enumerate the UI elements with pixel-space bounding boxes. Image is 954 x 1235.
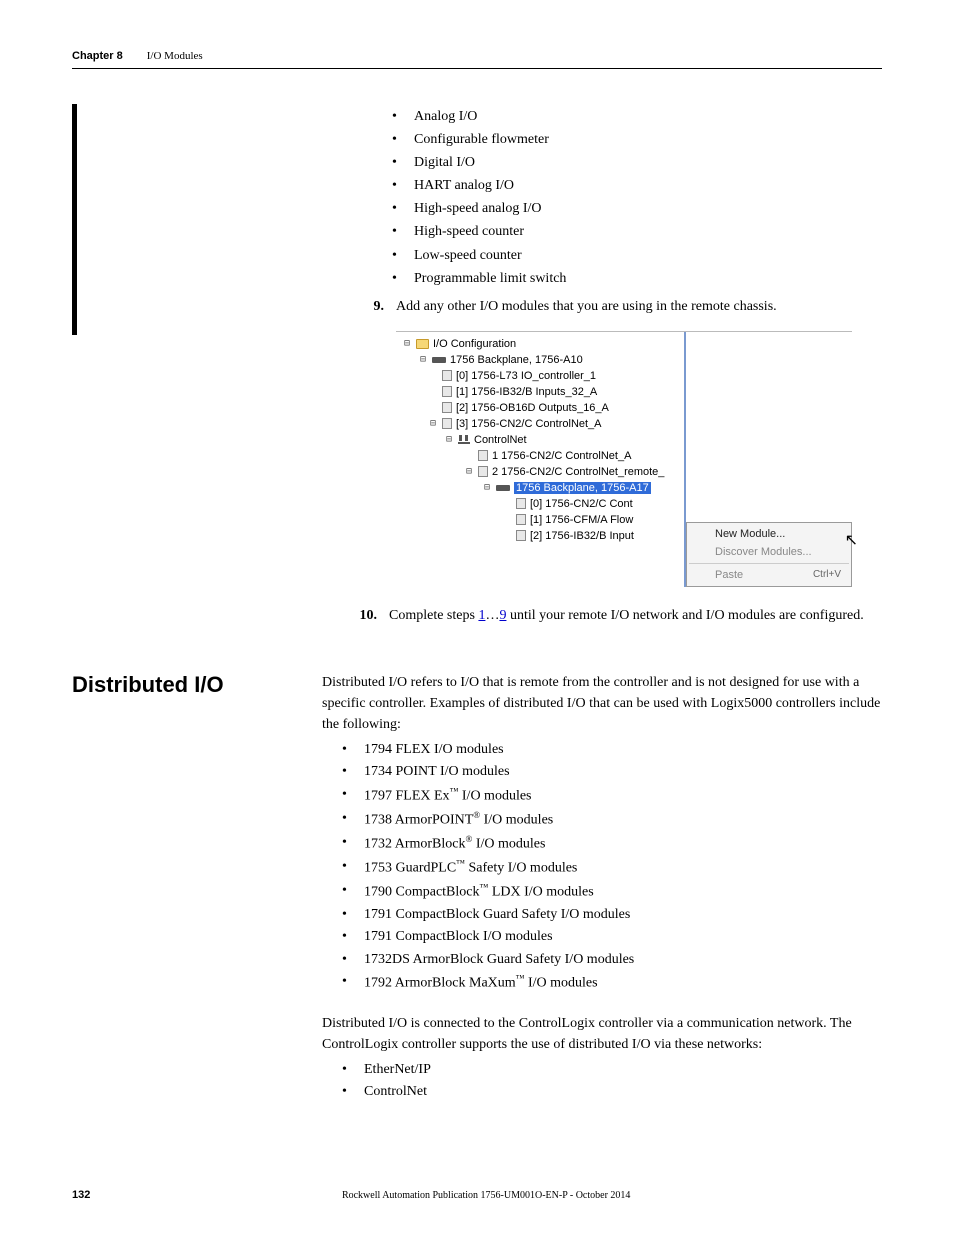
tree-item: [1] 1756-IB32/B Inputs_32_A [402, 384, 684, 400]
chapter-title: I/O Modules [147, 50, 203, 62]
tree-item: [0] 1756-L73 IO_controller_1 [402, 368, 684, 384]
list-item: High-speed counter [392, 220, 882, 243]
module-icon [478, 450, 488, 461]
list-item: 1738 ArmorPOINT® I/O modules [342, 808, 882, 832]
tree-item: 1 1756-CN2/C ControlNet_A [402, 448, 684, 464]
module-icon [442, 402, 452, 413]
backplane-icon [496, 485, 510, 491]
backplane-icon [432, 357, 446, 363]
tree-item: ⊟2 1756-CN2/C ControlNet_remote_ [402, 464, 684, 480]
list-item: ControlNet [342, 1081, 882, 1103]
step-9-text: Add any other I/O modules that you are u… [396, 296, 882, 317]
page-footer: 132 Rockwell Automation Publication 1756… [72, 1189, 882, 1201]
section-para2: Distributed I/O is connected to the Cont… [322, 1013, 882, 1055]
menu-new-module[interactable]: New Module... [687, 525, 851, 543]
module-icon [442, 386, 452, 397]
distributed-modules-list: 1794 FLEX I/O modules1734 POINT I/O modu… [342, 739, 882, 995]
cursor-icon: ↖ [845, 530, 858, 550]
screenshot: ⊟I/O Configuration ⊟1756 Backplane, 1756… [396, 331, 882, 587]
module-icon [478, 466, 488, 477]
list-item: EtherNet/IP [342, 1059, 882, 1081]
module-icon [442, 418, 452, 429]
list-item: 1791 CompactBlock Guard Safety I/O modul… [342, 904, 882, 926]
list-item: 1734 POINT I/O modules [342, 761, 882, 783]
network-icon [458, 435, 470, 445]
tree-root: I/O Configuration [433, 338, 516, 350]
networks-list: EtherNet/IPControlNet [342, 1059, 882, 1104]
list-item: Analog I/O [392, 105, 882, 128]
page-header: Chapter 8 I/O Modules [72, 50, 882, 62]
section-heading: Distributed I/O [72, 672, 298, 1104]
context-menu: New Module... Discover Modules... PasteC… [686, 522, 852, 587]
chapter-label: Chapter 8 [72, 50, 123, 62]
list-item: HART analog I/O [392, 174, 882, 197]
step-10-number: 10. [357, 605, 377, 626]
io-config-tree[interactable]: ⊟I/O Configuration ⊟1756 Backplane, 1756… [396, 332, 686, 587]
io-types-list: Analog I/OConfigurable flowmeterDigital … [392, 105, 882, 290]
tree-item-selected: ⊟1756 Backplane, 1756-A17 [402, 480, 684, 496]
top-content: Analog I/OConfigurable flowmeterDigital … [322, 105, 882, 626]
section-intro: Distributed I/O refers to I/O that is re… [322, 672, 882, 735]
publication-info: Rockwell Automation Publication 1756-UM0… [90, 1190, 882, 1201]
list-item: 1732DS ArmorBlock Guard Safety I/O modul… [342, 949, 882, 971]
step-10-text: Complete steps 1…9 until your remote I/O… [389, 605, 882, 626]
tree-item: ⊟[3] 1756-CN2/C ControlNet_A [402, 416, 684, 432]
revision-bar [72, 104, 77, 335]
tree-item: [0] 1756-CN2/C Cont [402, 496, 684, 512]
list-item: Configurable flowmeter [392, 128, 882, 151]
tree-item: [1] 1756-CFM/A Flow [402, 512, 684, 528]
tree-backplane: 1756 Backplane, 1756-A10 [450, 354, 583, 366]
list-item: Low-speed counter [392, 244, 882, 267]
module-icon [516, 530, 526, 541]
menu-paste[interactable]: PasteCtrl+V [687, 566, 851, 584]
tree-item: ⊟ControlNet [402, 432, 684, 448]
step-9: 9. Add any other I/O modules that you ar… [364, 296, 882, 317]
module-icon [516, 514, 526, 525]
list-item: Digital I/O [392, 151, 882, 174]
module-icon [516, 498, 526, 509]
module-icon [442, 370, 452, 381]
step-10: 10. Complete steps 1…9 until your remote… [357, 605, 882, 626]
list-item: 1792 ArmorBlock MaXum™ I/O modules [342, 971, 882, 995]
step-9-number: 9. [364, 296, 384, 317]
list-item: 1753 GuardPLC™ Safety I/O modules [342, 856, 882, 880]
list-item: High-speed analog I/O [392, 197, 882, 220]
menu-discover-modules[interactable]: Discover Modules... [687, 543, 851, 561]
list-item: 1797 FLEX Ex™ I/O modules [342, 784, 882, 808]
list-item: 1794 FLEX I/O modules [342, 739, 882, 761]
distributed-io-section: Distributed I/O Distributed I/O refers t… [72, 672, 882, 1104]
tree-item: [2] 1756-IB32/B Input [402, 528, 684, 544]
list-item: Programmable limit switch [392, 267, 882, 290]
header-rule [72, 68, 882, 69]
list-item: 1732 ArmorBlock® I/O modules [342, 832, 882, 856]
page-number: 132 [72, 1189, 90, 1201]
tree-item: [2] 1756-OB16D Outputs_16_A [402, 400, 684, 416]
list-item: 1791 CompactBlock I/O modules [342, 926, 882, 948]
list-item: 1790 CompactBlock™ LDX I/O modules [342, 880, 882, 904]
folder-icon [416, 339, 429, 349]
